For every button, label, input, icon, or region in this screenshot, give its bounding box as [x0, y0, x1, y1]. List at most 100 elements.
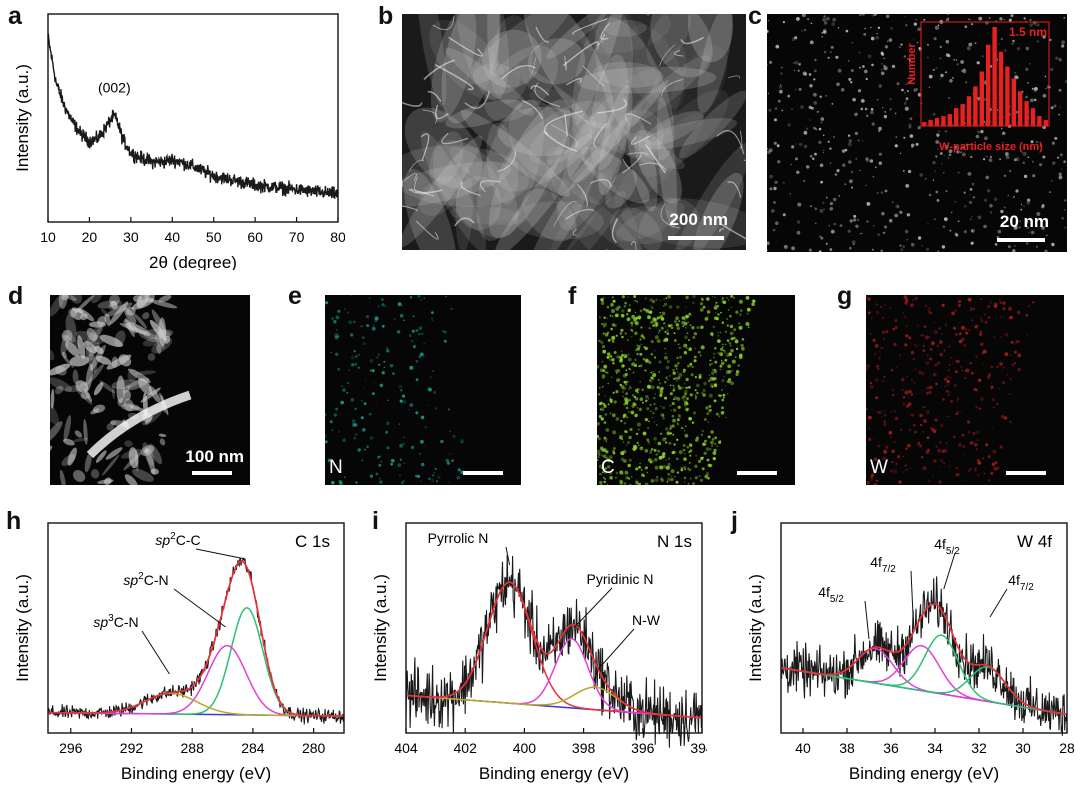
- texture-dot: [431, 318, 433, 320]
- texture-dot: [970, 218, 972, 220]
- texture-dot: [636, 468, 639, 471]
- flake-shape: [546, 147, 611, 205]
- texture-dot: [338, 479, 342, 484]
- haadf-fiber: [54, 385, 64, 395]
- texture-dot: [431, 319, 433, 321]
- texture-dot: [814, 58, 817, 62]
- texture-dot: [983, 158, 986, 161]
- haadf-fiber: [63, 330, 81, 349]
- texture-dot: [701, 430, 704, 433]
- texture-dot: [1061, 217, 1064, 220]
- texture-dot: [1007, 245, 1011, 249]
- texture-dot: [1046, 217, 1049, 220]
- texture-dot: [686, 347, 688, 350]
- texture-dot: [671, 424, 675, 428]
- texture-dot: [938, 327, 941, 330]
- x-tick-label: 398: [572, 740, 596, 756]
- annotation-leader-line: [195, 548, 246, 560]
- x-axis-label: Binding energy (eV): [849, 764, 999, 783]
- texture-dot: [619, 356, 623, 360]
- texture-dot: [627, 339, 629, 341]
- flake-edge: [422, 109, 438, 124]
- haadf-fiber: [127, 368, 151, 384]
- texture-dot: [847, 229, 851, 233]
- texture-dot: [601, 454, 604, 457]
- texture-dot: [684, 468, 686, 470]
- element-label-C: C: [601, 457, 615, 478]
- texture-dot: [443, 339, 447, 343]
- flake-edge: [562, 41, 600, 67]
- histogram-bar: [986, 44, 991, 126]
- texture-dot: [369, 436, 374, 440]
- texture-dot: [674, 319, 677, 323]
- texture-dot: [694, 389, 697, 392]
- texture-dot: [670, 469, 675, 474]
- texture-dot: [825, 196, 828, 199]
- texture-dot: [611, 413, 616, 418]
- haadf-fiber: [72, 369, 79, 384]
- texture-dot: [982, 363, 984, 366]
- texture-dot: [658, 382, 661, 385]
- texture-dot: [1011, 42, 1014, 45]
- haadf-fiber: [70, 295, 82, 304]
- texture-dot: [983, 224, 987, 229]
- haadf-fiber: [62, 351, 67, 359]
- texture-dot: [431, 311, 434, 314]
- texture-dot: [790, 163, 792, 166]
- texture-dot: [409, 403, 414, 407]
- texture-dot: [889, 306, 891, 309]
- texture-dot: [943, 154, 945, 157]
- texture-dot: [1053, 104, 1057, 108]
- texture-dot: [648, 360, 652, 364]
- texture-dot: [1002, 301, 1006, 305]
- texture-dot: [979, 333, 982, 336]
- texture-dot: [655, 453, 658, 456]
- texture-dot: [971, 319, 974, 322]
- texture-dot: [633, 395, 636, 399]
- plot-frame: [47, 522, 345, 734]
- texture-dot: [715, 301, 718, 304]
- histogram-bar: [973, 86, 978, 126]
- haadf-fiber: [77, 335, 86, 360]
- texture-dot: [884, 225, 887, 229]
- texture-dot: [690, 365, 692, 368]
- texture-dot: [602, 322, 607, 327]
- x-tick-label: 80: [330, 229, 345, 245]
- texture-dot: [351, 419, 356, 423]
- texture-dot: [685, 402, 688, 405]
- texture-dot: [676, 326, 680, 331]
- texture-dot: [1028, 231, 1030, 234]
- texture-dot: [899, 244, 902, 247]
- texture-dot: [767, 64, 768, 66]
- y-axis-label: Intensity (a.u.): [13, 64, 32, 172]
- texture-dot: [684, 389, 688, 394]
- texture-dot: [719, 394, 722, 397]
- texture-dot: [598, 393, 600, 396]
- texture-dot: [975, 355, 978, 358]
- texture-dot: [895, 462, 898, 466]
- haadf-fiber: [131, 468, 154, 482]
- texture-dot: [653, 356, 657, 359]
- texture-dot: [689, 324, 692, 326]
- texture-dot: [962, 152, 966, 157]
- texture-dot: [1018, 226, 1021, 229]
- texture-dot: [955, 466, 958, 469]
- texture-dot: [854, 131, 859, 136]
- texture-dot: [605, 456, 609, 460]
- texture-dot: [883, 409, 887, 413]
- texture-dot: [908, 336, 912, 340]
- x-axis-label: 2θ (degree): [149, 253, 237, 270]
- texture-dot: [910, 413, 915, 417]
- texture-dot: [889, 469, 893, 473]
- texture-dot: [597, 456, 600, 459]
- texture-dot: [954, 309, 957, 312]
- texture-dot: [916, 41, 919, 44]
- texture-dot: [925, 361, 930, 366]
- texture-dot: [988, 158, 993, 163]
- texture-dot: [829, 50, 832, 54]
- flake-shape: [638, 46, 687, 164]
- texture-dot: [627, 411, 630, 413]
- texture-dot: [923, 18, 926, 21]
- texture-dot: [895, 112, 897, 115]
